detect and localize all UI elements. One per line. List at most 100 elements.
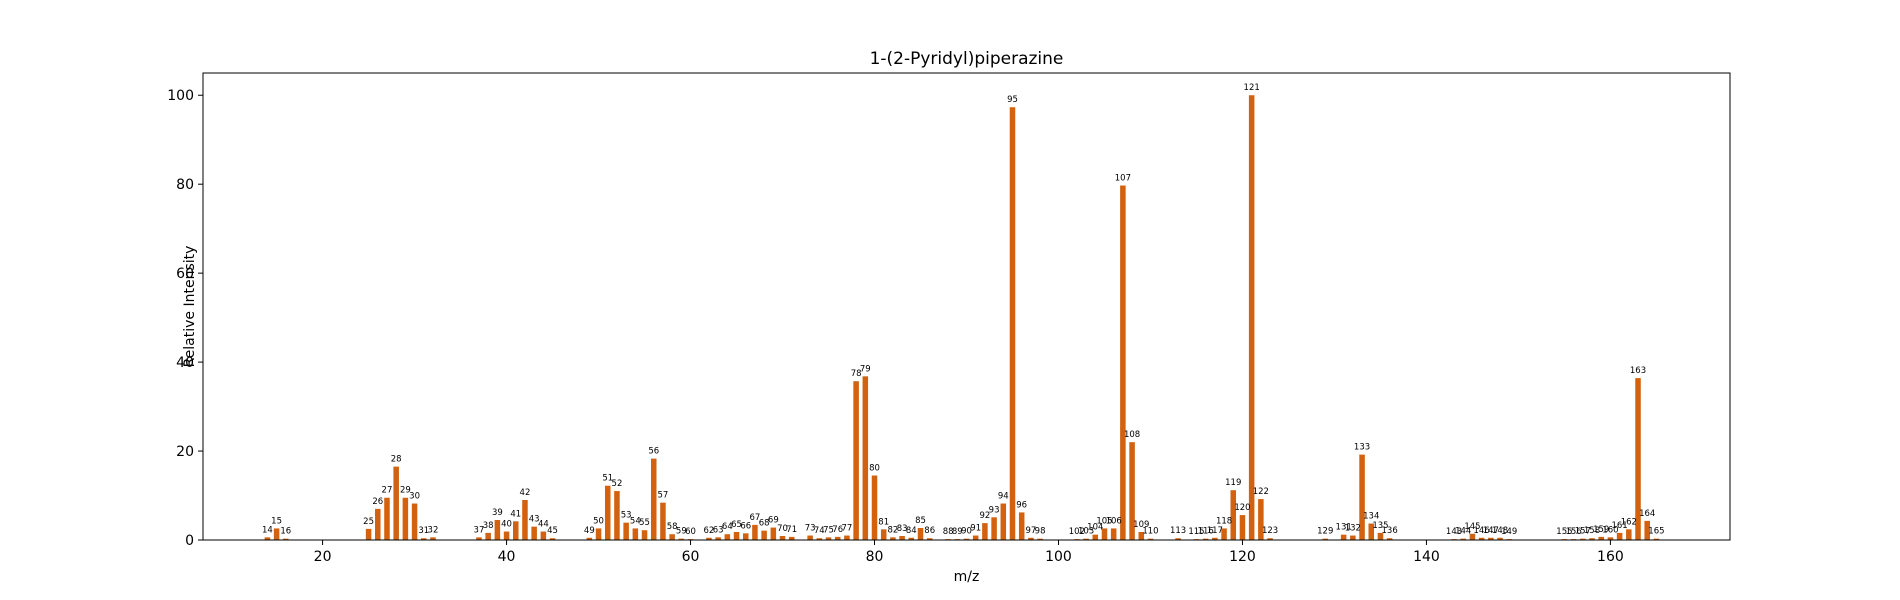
y-tick-label: 60	[176, 266, 194, 282]
spectrum-bar	[1626, 529, 1632, 540]
bar-data-label: 108	[1124, 430, 1140, 440]
spectrum-bar	[1258, 499, 1264, 540]
bar-data-label: 146	[1474, 526, 1490, 536]
bar-data-label: 123	[1262, 526, 1278, 536]
spectrum-bar	[724, 534, 731, 540]
bar-data-label: 77	[842, 524, 853, 534]
bar-data-label: 56	[648, 447, 659, 457]
bar-data-label: 38	[483, 521, 494, 531]
spectrum-bar	[742, 533, 749, 540]
bar-data-label: 42	[520, 488, 531, 498]
spectrum-bar	[1607, 537, 1614, 540]
x-tick-label: 120	[1229, 549, 1256, 565]
bar-data-label: 82	[887, 525, 898, 535]
bar-data-label: 30	[409, 492, 420, 502]
bar-data-label: 131	[1336, 523, 1352, 533]
spectrum-bar	[1322, 538, 1329, 540]
bar-data-label: 28	[391, 455, 402, 465]
spectrum-bar	[1028, 537, 1034, 540]
bar-data-label: 149	[1501, 527, 1517, 537]
spectrum-bar	[1009, 107, 1016, 540]
bar-data-label: 107	[1115, 174, 1131, 184]
spectrum-bar	[411, 503, 418, 540]
spectrum-bar	[1018, 512, 1025, 540]
y-axis-label: Relative Intensity	[182, 246, 198, 368]
spectrum-bar	[485, 532, 491, 540]
bar-data-label: 84	[906, 526, 917, 536]
bar-data-label: 159	[1593, 525, 1609, 535]
bar-data-label: 26	[372, 497, 383, 507]
spectrum-bar	[586, 537, 593, 540]
bar-data-label: 148	[1492, 526, 1508, 536]
spectrum-bar	[1580, 538, 1586, 540]
spectrum-bar	[1653, 538, 1660, 540]
spectrum-bar	[430, 537, 436, 540]
bar-data-label: 52	[612, 479, 623, 489]
spectrum-bar	[393, 466, 399, 540]
bar-data-label: 14	[262, 525, 273, 535]
spectrum-bar	[660, 502, 666, 540]
bar-data-label: 80	[869, 464, 880, 474]
spectrum-bar	[614, 491, 620, 540]
bar-data-label: 109	[1133, 520, 1149, 530]
bar-data-label: 115	[1188, 527, 1204, 537]
bar-data-label: 117	[1207, 526, 1223, 536]
bar-data-label: 158	[1584, 526, 1600, 536]
bar-data-label: 15	[271, 516, 282, 526]
spectrum-bar	[375, 508, 381, 540]
spectrum-bar	[1460, 538, 1466, 540]
bar-data-label: 76	[832, 525, 843, 535]
bar-data-label: 49	[584, 526, 595, 536]
bar-data-label: 113	[1170, 526, 1186, 536]
spectrum-bar	[1635, 378, 1641, 540]
bar-data-label: 94	[998, 492, 1009, 502]
bar-data-label: 162	[1621, 517, 1637, 527]
bar-data-label: 160	[1602, 525, 1618, 535]
bar-data-label: 65	[731, 520, 742, 530]
spectrum-bar	[761, 530, 767, 540]
spectrum-bar	[1202, 538, 1209, 540]
bar-data-label: 105	[1096, 516, 1112, 526]
bar-data-label: 43	[529, 515, 540, 525]
spectrum-bar	[1488, 537, 1494, 540]
bar-data-label: 37	[474, 525, 485, 535]
spectrum-bar	[1497, 537, 1503, 540]
spectrum-bar	[1138, 531, 1145, 540]
spectrum-bar	[752, 524, 758, 540]
bar-data-label: 57	[658, 491, 669, 501]
spectrum-bar	[522, 499, 528, 540]
spectrum-bar	[825, 537, 832, 540]
bar-data-label: 67	[750, 513, 761, 523]
bar-data-label: 120	[1234, 503, 1250, 513]
spectrum-bar	[494, 519, 501, 540]
bar-data-label: 145	[1464, 522, 1480, 532]
bar-data-label: 73	[805, 524, 816, 534]
bar-data-label: 89	[952, 527, 963, 537]
x-tick-label: 80	[866, 549, 884, 565]
bar-data-label: 81	[878, 517, 889, 527]
bar-data-label: 155	[1556, 527, 1572, 537]
bar-data-label: 136	[1382, 526, 1398, 536]
bar-data-label: 156	[1566, 527, 1582, 537]
spectrum-bar	[853, 381, 859, 540]
bar-data-label: 134	[1363, 512, 1379, 522]
bar-data-label: 96	[1016, 500, 1027, 510]
bar-data-label: 25	[363, 517, 374, 527]
bar-data-label: 64	[722, 522, 733, 532]
spectrum-bar	[972, 535, 979, 540]
spectrum-bar	[1350, 535, 1356, 540]
spectrum-bar	[779, 535, 786, 540]
bar-data-label: 41	[510, 509, 521, 519]
bar-data-label: 53	[621, 511, 632, 521]
spectrum-bar	[641, 530, 648, 540]
spectrum-bar	[917, 527, 924, 540]
spectrum-bar	[503, 531, 510, 540]
spectrum-bar	[650, 458, 657, 540]
bar-data-label: 63	[713, 525, 724, 535]
bar-data-label: 104	[1087, 523, 1103, 533]
bar-data-label: 164	[1639, 509, 1655, 519]
spectrum-bar	[1083, 538, 1089, 540]
bar-data-label: 27	[382, 486, 393, 496]
bar-data-label: 75	[823, 525, 834, 535]
y-axis: 0 20 40 60 80 100	[167, 88, 203, 549]
